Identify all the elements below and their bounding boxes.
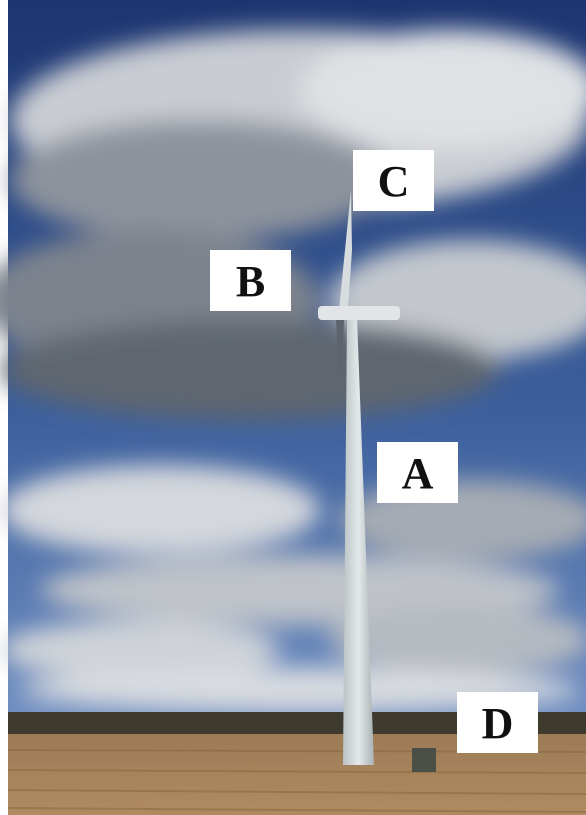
photo: C B A D [0, 0, 586, 815]
label-text: B [236, 257, 265, 306]
label-text: A [402, 449, 434, 498]
page: {"labels": ["C", "B", "A", "D"]} [0, 0, 586, 815]
label-text: C [378, 157, 410, 206]
clouds [0, 30, 586, 712]
hut [412, 748, 436, 772]
label-text: D [482, 699, 514, 748]
nacelle [318, 306, 400, 320]
